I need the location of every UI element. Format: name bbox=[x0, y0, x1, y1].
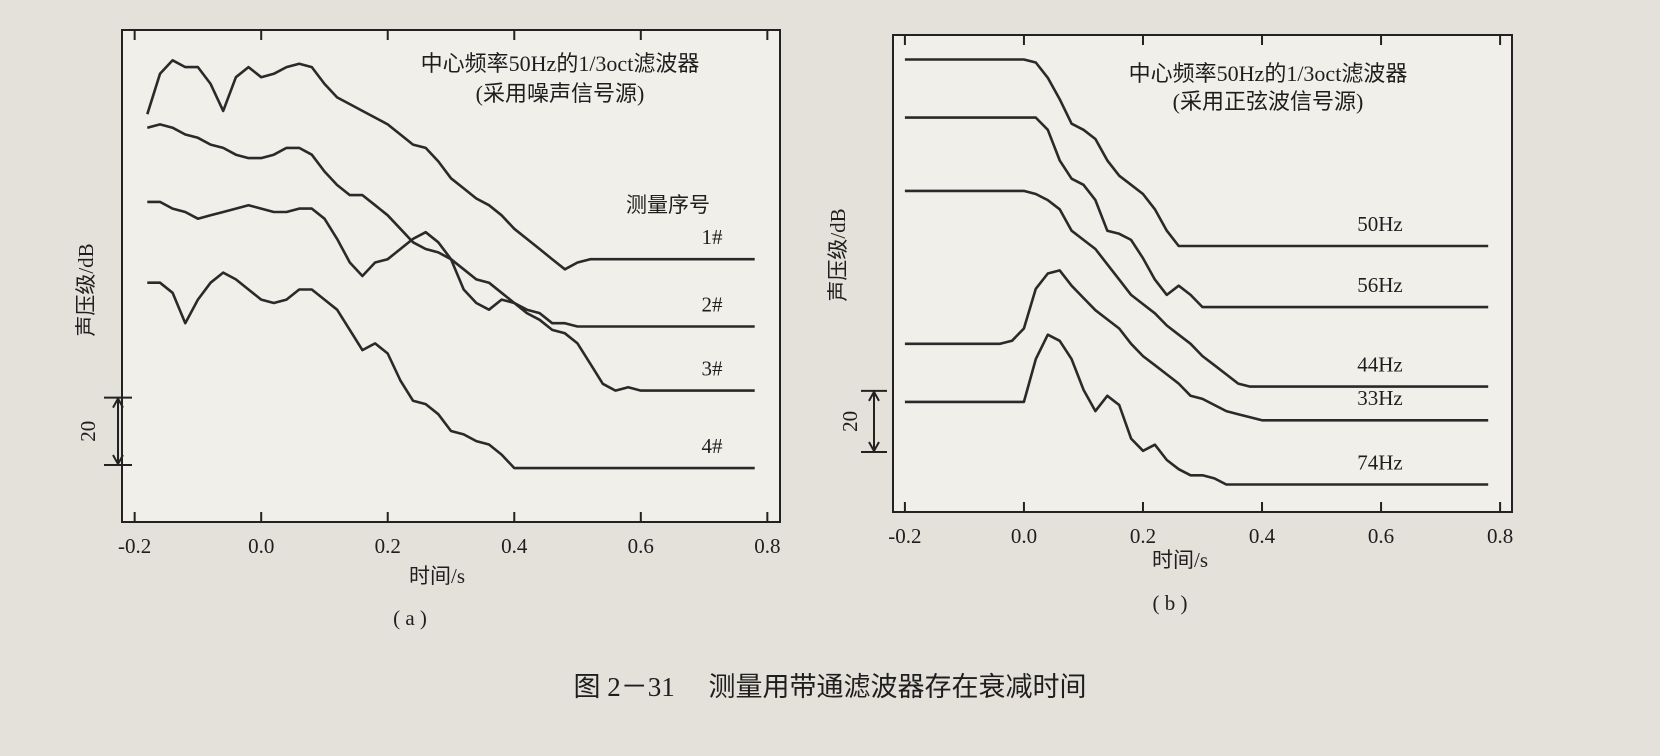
annotation: 中心频率50Hz的1/3oct滤波器 bbox=[1129, 61, 1408, 86]
annotation: 中心频率50Hz的1/3oct滤波器 bbox=[421, 51, 700, 76]
series-label: 56Hz bbox=[1357, 273, 1403, 297]
x-tick-label: 0.8 bbox=[754, 534, 780, 558]
scale-bar-arrow bbox=[868, 389, 880, 454]
figure-caption: 图 2－31 测量用带通滤波器存在衰减时间 bbox=[574, 672, 1087, 702]
series-label: 74Hz bbox=[1357, 450, 1403, 474]
series-label: 4# bbox=[702, 434, 724, 458]
x-tick-label: -0.2 bbox=[118, 534, 151, 558]
scale-bar bbox=[861, 389, 887, 454]
series-line bbox=[904, 189, 1489, 388]
series-line bbox=[904, 269, 1489, 422]
x-tick-label: 0.6 bbox=[1368, 524, 1394, 548]
x-axis-label: 时间/s bbox=[1152, 548, 1208, 572]
x-tick-label: 0.4 bbox=[1249, 524, 1276, 548]
scale-bar bbox=[104, 396, 132, 467]
x-tick-label: 0.6 bbox=[628, 534, 654, 558]
series-line bbox=[904, 58, 1489, 248]
x-tick-label: 0.2 bbox=[1130, 524, 1156, 548]
series-label: 33Hz bbox=[1357, 386, 1403, 410]
annotation: (采用噪声信号源) bbox=[476, 81, 645, 106]
y-axis-label: 声压级/dB bbox=[74, 243, 98, 336]
x-tick-label: -0.2 bbox=[888, 524, 921, 548]
scale-bar-arrow bbox=[112, 396, 124, 467]
series-label: 50Hz bbox=[1357, 212, 1403, 236]
series-line bbox=[904, 116, 1489, 309]
x-tick-label: 0.8 bbox=[1487, 524, 1513, 548]
plot-area bbox=[892, 34, 1513, 513]
x-axis-label: 时间/s bbox=[409, 564, 465, 588]
annotation: (采用正弦波信号源) bbox=[1173, 89, 1364, 114]
series-label: 44Hz bbox=[1357, 352, 1403, 376]
series-label: 1# bbox=[702, 225, 724, 249]
legend-title: 测量序号 bbox=[626, 193, 710, 217]
y-axis-label: 声压级/dB bbox=[826, 208, 850, 301]
x-tick-label: 0.0 bbox=[248, 534, 274, 558]
subcaption: ( b ) bbox=[1153, 591, 1188, 615]
x-tick-label: 0.2 bbox=[375, 534, 401, 558]
subcaption: ( a ) bbox=[393, 606, 427, 630]
series-label: 2# bbox=[702, 292, 724, 316]
series-line bbox=[904, 333, 1489, 486]
x-tick-label: 0.4 bbox=[501, 534, 528, 558]
series-line bbox=[146, 59, 755, 271]
series-line bbox=[147, 200, 755, 392]
scale-bar-label: 20 bbox=[838, 411, 862, 432]
x-tick-label: 0.0 bbox=[1011, 524, 1037, 548]
series-line bbox=[147, 271, 755, 470]
scale-bar-label: 20 bbox=[76, 421, 100, 442]
series-label: 3# bbox=[702, 356, 724, 380]
